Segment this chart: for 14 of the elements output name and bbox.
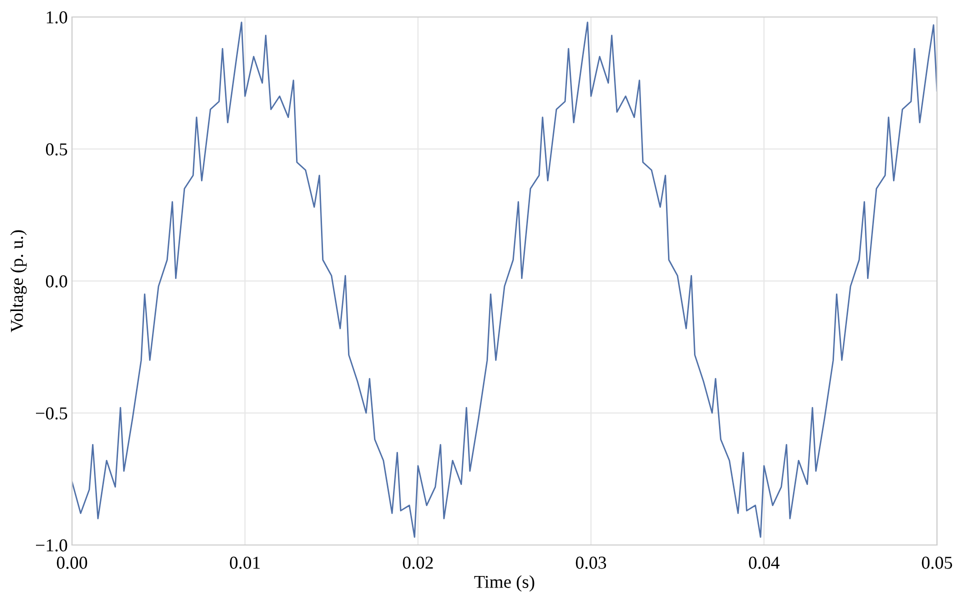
x-tick-label: 0.04 — [748, 556, 780, 569]
x-tick-label: 0.00 — [56, 556, 88, 569]
x-tick-label: 0.02 — [402, 556, 433, 569]
y-tick-label: 0.0 — [46, 275, 68, 288]
y-tick-label: 0.5 — [46, 143, 68, 156]
line-series — [72, 22, 937, 538]
y-axis-title: Voltage (p. u.) — [10, 230, 27, 332]
x-tick-label: 0.05 — [922, 556, 952, 569]
y-tick-label: −0.5 — [36, 407, 68, 420]
x-tick-label: 0.03 — [576, 556, 606, 569]
x-tick-label: 0.01 — [230, 556, 260, 569]
y-tick-label: −1.0 — [36, 539, 68, 552]
y-tick-label: 1.0 — [46, 11, 68, 24]
x-axis-title: Time (s) — [474, 575, 534, 592]
